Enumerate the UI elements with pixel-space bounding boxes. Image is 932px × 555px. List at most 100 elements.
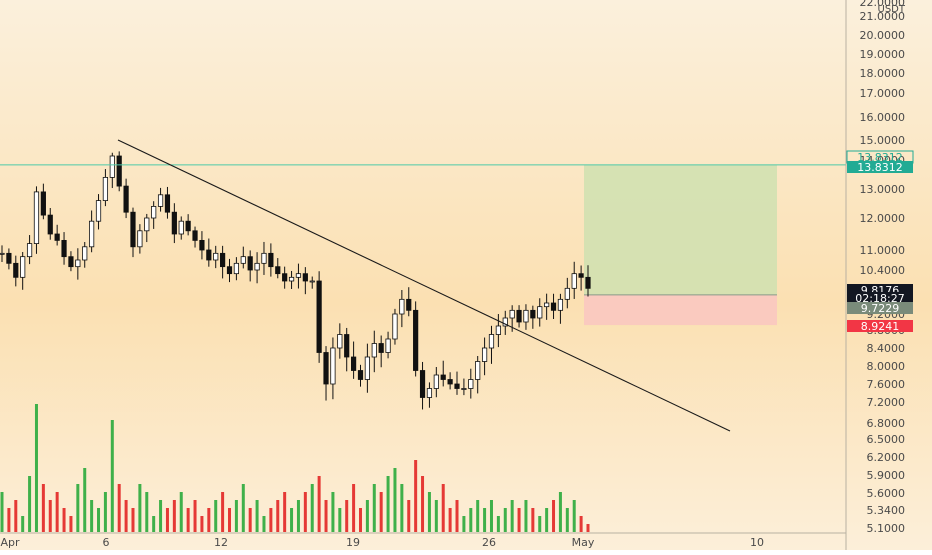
price-badge — [847, 302, 913, 314]
volume-bar — [489, 500, 493, 532]
candle-body — [468, 379, 474, 389]
price-badge-text: 02:18:27 — [855, 292, 904, 305]
candle-body — [406, 298, 412, 311]
volume-bar — [565, 508, 569, 532]
volume-bar — [586, 524, 590, 532]
candle-body — [95, 200, 102, 222]
candle-body — [233, 262, 239, 275]
volume-bar — [41, 484, 45, 532]
candle-body — [0, 252, 5, 255]
candle-body — [433, 374, 439, 389]
candle-body — [302, 273, 308, 282]
candle-body — [585, 276, 591, 289]
volume-bar — [455, 500, 459, 532]
candle-body — [447, 379, 453, 385]
volume-bar — [131, 508, 135, 532]
volume-bar — [517, 508, 521, 532]
price-tick-label: 6.8000 — [867, 417, 906, 430]
volume-bar — [248, 508, 252, 532]
price-tick-label: 5.3400 — [867, 504, 906, 517]
loss-zone — [584, 294, 777, 326]
position-tool[interactable] — [584, 164, 777, 326]
volume-bar — [324, 500, 328, 532]
candle-body — [282, 273, 288, 282]
price-tick-label: 15.0000 — [860, 134, 906, 147]
candle-body — [564, 287, 570, 300]
price-tick-label: 5.6000 — [867, 487, 906, 500]
price-tick-label: 5.1000 — [867, 522, 906, 535]
price-tick-label: 5.9000 — [867, 469, 906, 482]
volume-bar — [476, 500, 480, 532]
candle-body — [419, 370, 426, 398]
volume-bar — [331, 492, 335, 532]
volume-bar — [503, 508, 507, 532]
candle-body — [268, 252, 274, 268]
candle-body — [413, 309, 419, 371]
price-tick-label: 6.2000 — [867, 451, 906, 464]
drawings[interactable] — [0, 139, 846, 432]
candle-body — [557, 298, 564, 311]
candle-body — [240, 256, 246, 264]
candle-body — [461, 388, 467, 390]
price-badge — [847, 320, 913, 332]
candle-body — [350, 356, 357, 371]
volume-bar — [110, 420, 114, 532]
candle-body — [116, 155, 122, 187]
volume-bar — [572, 500, 576, 532]
volume-bar — [165, 508, 169, 532]
volume-bar — [228, 508, 232, 532]
volume-bar — [310, 484, 314, 532]
candle-body — [68, 256, 74, 268]
candle-body — [20, 256, 26, 278]
volume-bar — [62, 508, 66, 532]
volume-bar — [317, 476, 321, 532]
volume-bar — [234, 500, 238, 532]
candle-body — [509, 309, 515, 319]
candle-body — [102, 176, 109, 201]
candle-body — [454, 383, 460, 389]
price-tick-label: 20.0000 — [860, 29, 906, 42]
volume-bars — [0, 404, 590, 532]
time-tick-label: 6 — [103, 536, 110, 549]
candle-body — [40, 191, 46, 216]
volume-bar — [345, 500, 349, 532]
volume-bar — [214, 500, 218, 532]
time-tick-label: 10 — [750, 536, 764, 549]
candle-body — [316, 280, 322, 353]
volume-bar — [538, 516, 542, 532]
volume-bar — [0, 492, 4, 532]
volume-bar — [186, 508, 190, 532]
candle-body — [89, 220, 95, 248]
candle-body — [537, 306, 543, 319]
candle-body — [192, 230, 198, 241]
candle-body — [571, 273, 577, 289]
volume-bar — [290, 508, 294, 532]
volume-bar — [276, 500, 280, 532]
time-axis[interactable]: Apr 6 12 19 26 May 10 — [0, 532, 846, 549]
volume-bar — [462, 516, 466, 532]
candle-body — [578, 273, 584, 278]
volume-bar — [83, 468, 87, 532]
price-tick-label: 10.4000 — [860, 264, 906, 277]
volume-bar — [434, 500, 438, 532]
candle-body — [199, 239, 205, 251]
volume-bar — [97, 508, 101, 532]
candle-body — [440, 374, 446, 380]
candle-body — [247, 256, 253, 271]
price-tick-label: 7.6000 — [867, 378, 906, 391]
price-badge — [847, 161, 913, 173]
price-tick-label: 8.0000 — [867, 360, 906, 373]
volume-bar — [69, 516, 73, 532]
price-tick-label: 13.0000 — [860, 183, 906, 196]
volume-bar — [372, 484, 376, 532]
candle-body — [378, 343, 384, 353]
candle-body — [330, 347, 336, 385]
price-tick-label: 18.0000 — [860, 67, 906, 80]
volume-bar — [441, 484, 445, 532]
candle-body — [364, 356, 370, 380]
candle-body — [26, 243, 33, 258]
price-tick-label: 6.5000 — [867, 433, 906, 446]
